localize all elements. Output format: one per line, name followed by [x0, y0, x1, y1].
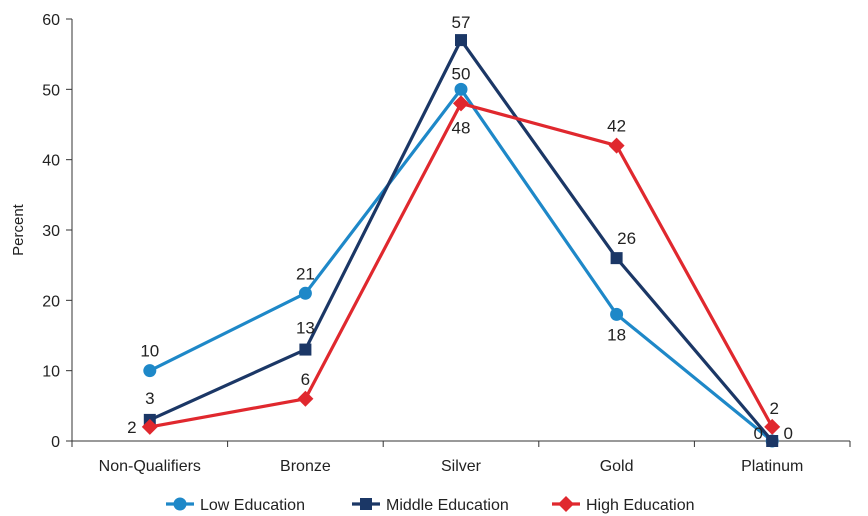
series-high-education: [141, 95, 781, 435]
data-point-middle-education: [610, 252, 623, 265]
legend-item-high-education: High Education: [552, 496, 695, 514]
data-point-low-education: [454, 82, 468, 96]
data-label: 6: [301, 370, 310, 389]
data-label: 57: [452, 13, 471, 32]
data-label: 10: [140, 342, 159, 361]
data-point-middle-education: [455, 34, 467, 47]
x-tick-label: Non-Qualifiers: [99, 458, 201, 475]
x-tick-label: Platinum: [741, 458, 803, 475]
data-label: 2: [127, 418, 136, 437]
legend-item-middle-education: Middle Education: [352, 497, 509, 514]
series-layer: [141, 34, 781, 448]
data-point-low-education: [143, 364, 157, 378]
y-axis: 0 10 20 30 40 50 60: [42, 12, 73, 451]
y-tick-label: 10: [42, 364, 60, 381]
data-label: 48: [452, 118, 471, 137]
series-middle-education: [143, 34, 779, 447]
data-label: 18: [607, 325, 626, 344]
data-point-high-education: [297, 390, 314, 407]
data-label: 2: [769, 399, 778, 418]
data-point-high-education: [608, 137, 625, 154]
data-label: 0: [783, 424, 792, 443]
x-tick-label: Silver: [441, 458, 482, 475]
data-label: 50: [452, 64, 471, 83]
legend: Low Education Middle Education High Educat…: [166, 496, 695, 514]
y-tick-label: 40: [42, 153, 60, 170]
legend-item-low-education: Low Education: [166, 497, 305, 514]
data-point-middle-education: [299, 343, 312, 356]
legend-label: Low Education: [200, 497, 305, 514]
y-tick-label: 0: [51, 434, 60, 451]
data-label: 3: [145, 389, 154, 408]
legend-label: Middle Education: [386, 497, 509, 514]
data-point-high-education: [453, 95, 469, 112]
y-tick-label: 60: [42, 12, 60, 29]
data-label: 21: [296, 264, 315, 283]
x-axis: Non-Qualifiers Bronze Silver Gold Platinum: [71, 440, 851, 475]
data-point-low-education: [298, 286, 312, 300]
data-point-middle-education: [766, 435, 779, 447]
legend-marker: [173, 497, 187, 511]
data-point-low-education: [610, 307, 624, 321]
x-tick-label: Bronze: [280, 458, 331, 475]
data-label: 13: [296, 319, 315, 338]
data-label: 26: [617, 229, 636, 248]
y-axis-title: Percent: [10, 203, 27, 256]
x-tick-label: Gold: [600, 458, 634, 475]
data-label: 42: [607, 117, 626, 136]
legend-marker: [360, 498, 372, 510]
data-label: 0: [753, 424, 762, 443]
y-tick-label: 20: [42, 293, 60, 310]
y-tick-label: 50: [42, 82, 60, 99]
series-line-low-education: [149, 87, 774, 443]
data-point-high-education: [764, 418, 781, 435]
data-point-high-education: [141, 418, 158, 435]
y-tick-label: 30: [42, 223, 60, 240]
legend-marker: [558, 496, 574, 512]
legend-label: High Education: [586, 497, 695, 514]
